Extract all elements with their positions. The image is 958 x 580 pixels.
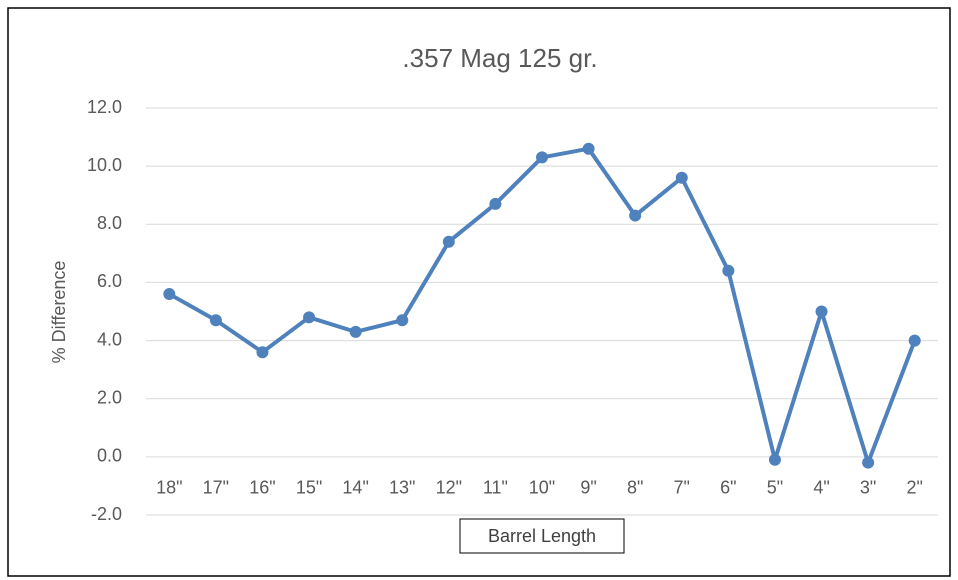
chart-border <box>7 7 951 577</box>
y-tick-label: -2.0 <box>91 504 122 524</box>
marker <box>862 456 875 469</box>
marker <box>442 235 455 248</box>
chart-title: .357 Mag 125 gr. <box>402 43 597 73</box>
y-tick-label: 0.0 <box>97 446 122 466</box>
x-tick-label: 8" <box>627 478 643 498</box>
x-tick-label: 7" <box>674 478 690 498</box>
y-axis-label: % Difference <box>49 261 69 364</box>
marker <box>582 142 595 155</box>
x-tick-label: 17" <box>203 478 229 498</box>
x-tick-label: 14" <box>342 478 368 498</box>
x-tick-label: 11" <box>483 478 508 498</box>
marker <box>675 171 688 184</box>
y-tick-label: 2.0 <box>97 387 122 407</box>
marker <box>303 311 316 324</box>
marker <box>815 305 828 318</box>
x-tick-label: 5" <box>767 478 783 498</box>
x-tick-label: 9" <box>580 478 596 498</box>
y-tick-label: 10.0 <box>87 155 122 175</box>
y-tick-label: 4.0 <box>97 329 122 349</box>
y-tick-label: 6.0 <box>97 271 122 291</box>
x-tick-label: 18" <box>156 478 182 498</box>
x-tick-label: 13" <box>389 478 415 498</box>
x-axis-label: Barrel Length <box>488 526 596 546</box>
x-tick-label: 6" <box>720 478 736 498</box>
marker <box>396 314 409 327</box>
marker <box>629 209 642 222</box>
marker <box>908 334 921 347</box>
x-tick-label: 4" <box>813 478 829 498</box>
x-axis-label-box <box>459 518 625 554</box>
marker <box>209 314 222 327</box>
x-tick-label: 2" <box>907 478 923 498</box>
marker <box>768 453 781 466</box>
marker <box>163 288 176 301</box>
marker <box>349 325 362 338</box>
marker <box>722 264 735 277</box>
y-tick-label: 8.0 <box>97 213 122 233</box>
marker <box>489 197 502 210</box>
marker <box>256 346 269 359</box>
x-tick-label: 10" <box>529 478 555 498</box>
marker <box>536 151 548 164</box>
y-tick-label: 12.0 <box>87 97 122 117</box>
x-tick-label: 3" <box>860 478 876 498</box>
x-tick-label: 12" <box>436 478 462 498</box>
x-tick-label: 15" <box>296 478 322 498</box>
x-tick-label: 16" <box>249 478 275 498</box>
